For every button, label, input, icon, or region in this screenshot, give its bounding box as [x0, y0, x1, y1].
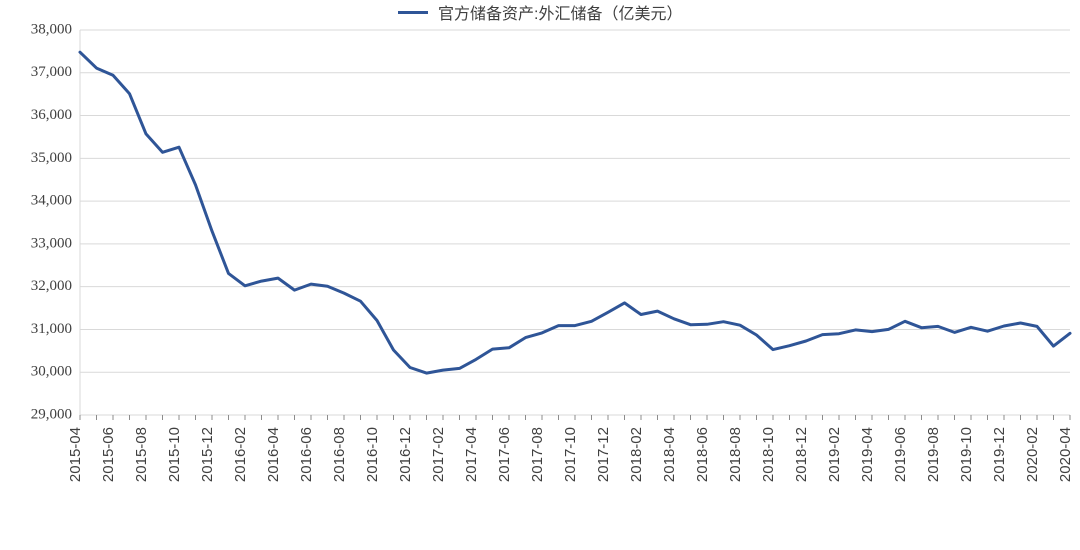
y-tick-label: 30,000	[31, 364, 72, 380]
y-tick-label: 31,000	[31, 321, 72, 337]
x-tick-label: 2019-02	[826, 427, 843, 482]
x-tick-label: 2015-10	[166, 427, 183, 482]
x-tick-label: 2019-04	[859, 427, 876, 482]
x-tick-label: 2015-12	[199, 427, 216, 482]
x-tick-label: 2019-12	[991, 427, 1008, 482]
x-tick-label: 2018-08	[727, 427, 744, 482]
chart-svg: 29,000 30,000 31,000 32,000 33,000 34,000 35,0…	[0, 0, 1080, 550]
x-tick-label: 2017-06	[496, 427, 513, 482]
x-tick-label: 2017-12	[595, 427, 612, 482]
y-tick-label: 32,000	[31, 278, 72, 294]
x-tick-label: 2015-06	[100, 427, 117, 482]
x-tick-label: 2019-08	[925, 427, 942, 482]
x-tick-label: 2017-08	[529, 427, 546, 482]
y-tick-label: 33,000	[31, 235, 72, 251]
x-tick-label: 2016-04	[265, 427, 282, 482]
line-chart: 官方储备资产:外汇储备（亿美元） 29,00030,00031,00032,00…	[0, 0, 1080, 550]
y-tick-label: 37,000	[31, 64, 72, 80]
x-tick-label: 2016-02	[232, 427, 249, 482]
x-tick-label: 2018-06	[694, 427, 711, 482]
x-tick-label: 2016-12	[397, 427, 414, 482]
y-tick-label: 34,000	[31, 193, 72, 209]
x-tick-label: 2018-12	[793, 427, 810, 482]
y-tick-label: 38,000	[31, 21, 72, 37]
x-tick-label: 2017-02	[430, 427, 447, 482]
x-tick-label: 2016-10	[364, 427, 381, 482]
x-tick-label: 2015-08	[133, 427, 150, 482]
x-tick-label: 2016-06	[298, 427, 315, 482]
x-tick-label: 2020-04	[1057, 427, 1074, 482]
x-tick-label: 2017-10	[562, 427, 579, 482]
x-tick-label: 2018-02	[628, 427, 645, 482]
y-tick-label: 29,000	[31, 406, 72, 422]
x-tick-label: 2016-08	[331, 427, 348, 482]
x-tick-label: 2019-06	[892, 427, 909, 482]
x-tick-label: 2020-02	[1024, 427, 1041, 482]
y-tick-label: 36,000	[31, 107, 72, 123]
x-tick-label: 2015-04	[67, 427, 84, 482]
x-tick-label: 2017-04	[463, 427, 480, 482]
x-tick-label: 2018-04	[661, 427, 678, 482]
x-tick-label: 2019-10	[958, 427, 975, 482]
y-tick-label: 35,000	[31, 150, 72, 166]
x-tick-label: 2018-10	[760, 427, 777, 482]
series-line	[80, 52, 1070, 373]
